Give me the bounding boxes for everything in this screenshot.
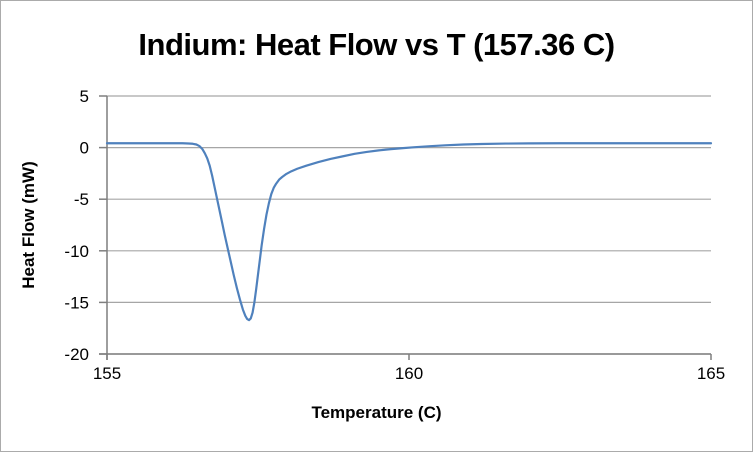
x-tick-label: 160 bbox=[395, 364, 423, 383]
x-axis-title: Temperature (C) bbox=[311, 403, 442, 422]
y-tick-label: -10 bbox=[64, 242, 89, 261]
y-tick-label: 0 bbox=[80, 139, 89, 158]
chart-title: Indium: Heat Flow vs T (157.36 C) bbox=[138, 27, 615, 62]
y-axis-title: Heat Flow (mW) bbox=[19, 161, 38, 289]
y-tick-label: -5 bbox=[74, 190, 89, 209]
heat-flow-curve bbox=[105, 142, 713, 322]
y-tick-label: -15 bbox=[64, 293, 89, 312]
x-tick-label: 155 bbox=[93, 364, 121, 383]
x-tick-label: 165 bbox=[697, 364, 725, 383]
y-tick-label: 5 bbox=[80, 87, 89, 106]
y-tick-label: -20 bbox=[64, 345, 89, 364]
